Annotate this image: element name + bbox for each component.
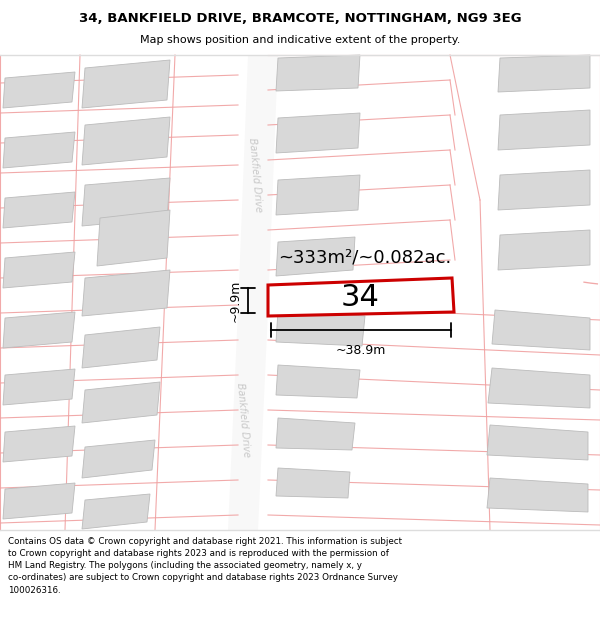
Polygon shape <box>268 278 454 316</box>
Polygon shape <box>3 426 75 462</box>
Text: 34: 34 <box>341 282 379 311</box>
Text: ~9.9m: ~9.9m <box>229 279 241 322</box>
Text: 34, BANKFIELD DRIVE, BRAMCOTE, NOTTINGHAM, NG9 3EG: 34, BANKFIELD DRIVE, BRAMCOTE, NOTTINGHA… <box>79 11 521 24</box>
Polygon shape <box>276 113 360 153</box>
Text: Bankfield Drive: Bankfield Drive <box>247 138 263 212</box>
Polygon shape <box>3 252 75 288</box>
Polygon shape <box>82 327 160 368</box>
Polygon shape <box>276 365 360 398</box>
Text: ~333m²/~0.082ac.: ~333m²/~0.082ac. <box>278 249 452 267</box>
Polygon shape <box>498 230 590 270</box>
Polygon shape <box>3 369 75 405</box>
Polygon shape <box>498 170 590 210</box>
Polygon shape <box>228 310 268 530</box>
Polygon shape <box>498 55 590 92</box>
Polygon shape <box>487 478 588 512</box>
Polygon shape <box>82 440 155 478</box>
Polygon shape <box>82 60 170 108</box>
Polygon shape <box>238 55 278 310</box>
Polygon shape <box>3 72 75 108</box>
Polygon shape <box>276 310 365 346</box>
Polygon shape <box>97 210 170 266</box>
Text: ~38.9m: ~38.9m <box>336 344 386 357</box>
Text: Bankfield Drive: Bankfield Drive <box>235 382 251 458</box>
Polygon shape <box>276 55 360 91</box>
Polygon shape <box>276 418 355 450</box>
Polygon shape <box>3 483 75 519</box>
Text: Map shows position and indicative extent of the property.: Map shows position and indicative extent… <box>140 35 460 45</box>
Polygon shape <box>82 270 170 316</box>
Polygon shape <box>82 382 160 423</box>
Polygon shape <box>3 192 75 228</box>
Polygon shape <box>82 178 170 226</box>
Polygon shape <box>492 310 590 350</box>
Text: Contains OS data © Crown copyright and database right 2021. This information is : Contains OS data © Crown copyright and d… <box>8 537 402 594</box>
Polygon shape <box>3 312 75 348</box>
Polygon shape <box>488 368 590 408</box>
Polygon shape <box>3 132 75 168</box>
Polygon shape <box>276 468 350 498</box>
Polygon shape <box>82 117 170 165</box>
Polygon shape <box>487 425 588 460</box>
Polygon shape <box>276 237 355 276</box>
Polygon shape <box>82 494 150 529</box>
Polygon shape <box>498 110 590 150</box>
Polygon shape <box>276 175 360 215</box>
